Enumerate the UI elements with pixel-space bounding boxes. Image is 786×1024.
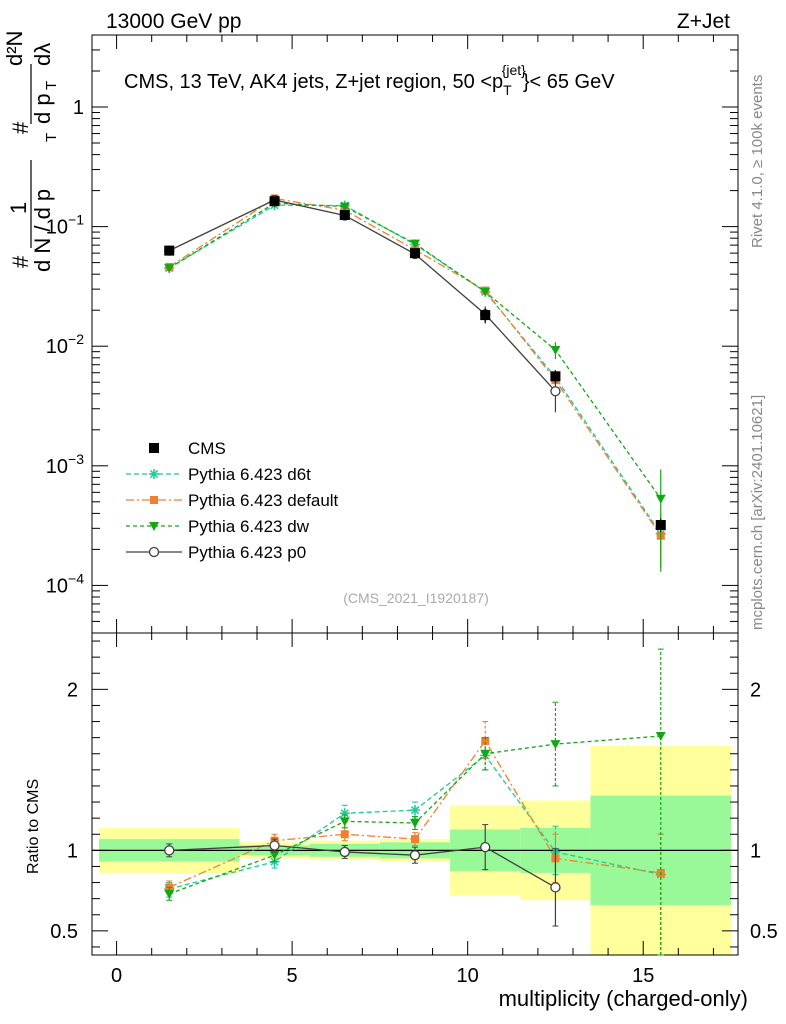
- ratio-point-dw: [550, 740, 561, 750]
- y-tick-label: 10−4: [46, 570, 84, 597]
- legend-item-cms: CMS: [149, 439, 226, 458]
- axes: 0 5 10 15 1 10−1 10−2 10−3 10−4 0.5 0.5 1 1 2 2: [46, 34, 778, 987]
- ratio-y-tick-label-left: 1: [67, 840, 78, 862]
- ratio-point-d6t: [339, 808, 350, 819]
- ratio-point-dw: [164, 889, 175, 899]
- ratio-ylabel: Ratio to CMS: [25, 779, 42, 874]
- main-point-cms: [655, 519, 666, 530]
- main-point-cms: [550, 371, 561, 382]
- main-ylabel: # 1 d N / d p T # d²N d p T dλ: [2, 31, 60, 272]
- main-point-cms: [269, 196, 280, 207]
- legend-label-d6t: Pythia 6.423 d6t: [188, 465, 311, 484]
- ratio-point-p0: [409, 850, 421, 861]
- y-tick-label: 10−2: [46, 331, 84, 358]
- ylabel-hash-1: #: [8, 255, 33, 268]
- mcplots-label: mcplots.cern.ch [arXiv:2401.10621]: [749, 395, 766, 630]
- ylabel-dn: d N / d p: [30, 189, 55, 272]
- legend-label-dw: Pythia 6.423 dw: [188, 517, 310, 536]
- legend-item-d6t: Pythia 6.423 d6t: [126, 465, 311, 484]
- main-line-p0: [168, 199, 556, 392]
- x-tick-label: 5: [287, 965, 298, 987]
- ylabel-t-sub-2: T: [43, 81, 60, 90]
- legend-label-p0: Pythia 6.423 p0: [188, 543, 306, 562]
- legend-item-dw: Pythia 6.423 dw: [126, 517, 310, 536]
- ratio-point-dw: [339, 817, 350, 827]
- ratio-point-p0: [269, 840, 280, 851]
- ratio-y-tick-label-right: 1: [750, 840, 761, 862]
- ylabel-t-sub-1: T: [43, 133, 60, 142]
- legend-marker-d6t: [149, 469, 159, 479]
- y-tick-label: 1: [73, 97, 84, 119]
- x-tick-label: 10: [457, 965, 479, 987]
- ratio-y-tick-label-left: 2: [67, 679, 78, 701]
- legend-label-cms: CMS: [188, 439, 226, 458]
- title-sup: {jet}: [502, 62, 526, 78]
- ylabel-one: 1: [6, 202, 31, 214]
- x-tick-label: 15: [632, 965, 654, 987]
- legend-item-default: Pythia 6.423 default: [126, 491, 339, 510]
- ratio-point-dw: [480, 749, 491, 759]
- ratio-y-tick-label-right: 0.5: [750, 921, 778, 943]
- ratio-point-default: [340, 830, 349, 839]
- ratio-panel-frame: [91, 632, 739, 956]
- plot-title: CMS, 13 TeV, AK4 jets, Z+jet region, 50 …: [124, 62, 615, 98]
- ratio-line-p0: [169, 844, 556, 888]
- ratio-point-default: [411, 835, 419, 844]
- ratio-point-p0: [164, 845, 175, 856]
- rivet-version-label: Rivet 4.1.0, ≥ 100k events: [749, 75, 766, 248]
- legend-label-default: Pythia 6.423 default: [188, 491, 339, 510]
- title-suffix: }< 65 GeV: [523, 71, 615, 93]
- legend-marker-default: [150, 496, 158, 504]
- ratio-series-layer: [164, 648, 666, 956]
- legend-marker-p0: [148, 546, 160, 558]
- legend-marker-dw: [149, 522, 159, 531]
- ratio-point-dw: [269, 851, 280, 861]
- main-point-p0: [550, 386, 561, 397]
- y-tick-label: 10−1: [46, 212, 84, 239]
- x-axis-label: multiplicity (charged-only): [499, 986, 748, 1011]
- ylabel-hash-2: #: [8, 121, 33, 134]
- title-prefix: CMS, 13 TeV, AK4 jets, Z+jet region, 50 …: [124, 71, 503, 93]
- ylabel-d2n: d²N: [2, 31, 27, 66]
- ratio-point-p0: [480, 841, 491, 853]
- ratio-point-dw: [410, 818, 420, 828]
- analysis-watermark: (CMS_2021_I1920187): [343, 590, 489, 606]
- ylabel-dp: d p: [30, 93, 55, 124]
- main-point-cms: [339, 210, 350, 221]
- main-point-cms: [480, 310, 491, 321]
- ratio-y-tick-label-left: 0.5: [50, 921, 78, 943]
- collision-label: 13000 GeV pp: [106, 10, 241, 33]
- main-point-cms: [164, 245, 175, 256]
- process-label: Z+Jet: [677, 10, 730, 33]
- title-sub: T: [503, 82, 512, 98]
- ratio-point-default: [481, 736, 490, 745]
- main-point-dw: [410, 239, 420, 249]
- legend-marker-cms: [149, 443, 159, 453]
- ratio-point-p0: [550, 882, 561, 893]
- ylabel-dlambda: dλ: [30, 43, 55, 66]
- y-tick-label: 10−3: [46, 451, 84, 478]
- main-point-cms: [410, 248, 420, 259]
- legend: CMS Pythia 6.423 d6t Pythia 6.423 default P…: [126, 439, 339, 562]
- main-point-dw: [550, 345, 561, 355]
- main-point-dw: [339, 202, 350, 212]
- ratio-point-d6t: [410, 805, 420, 816]
- main-series-layer: [164, 194, 666, 572]
- legend-item-p0: Pythia 6.423 p0: [126, 543, 306, 562]
- ratio-point-p0: [339, 846, 350, 858]
- ratio-y-tick-label-right: 2: [750, 679, 761, 701]
- main-point-dw: [480, 287, 491, 297]
- main-point-dw: [655, 494, 666, 504]
- x-tick-label: 0: [111, 965, 122, 987]
- main-point-dw: [164, 264, 175, 274]
- ratio-point-dw: [655, 732, 666, 742]
